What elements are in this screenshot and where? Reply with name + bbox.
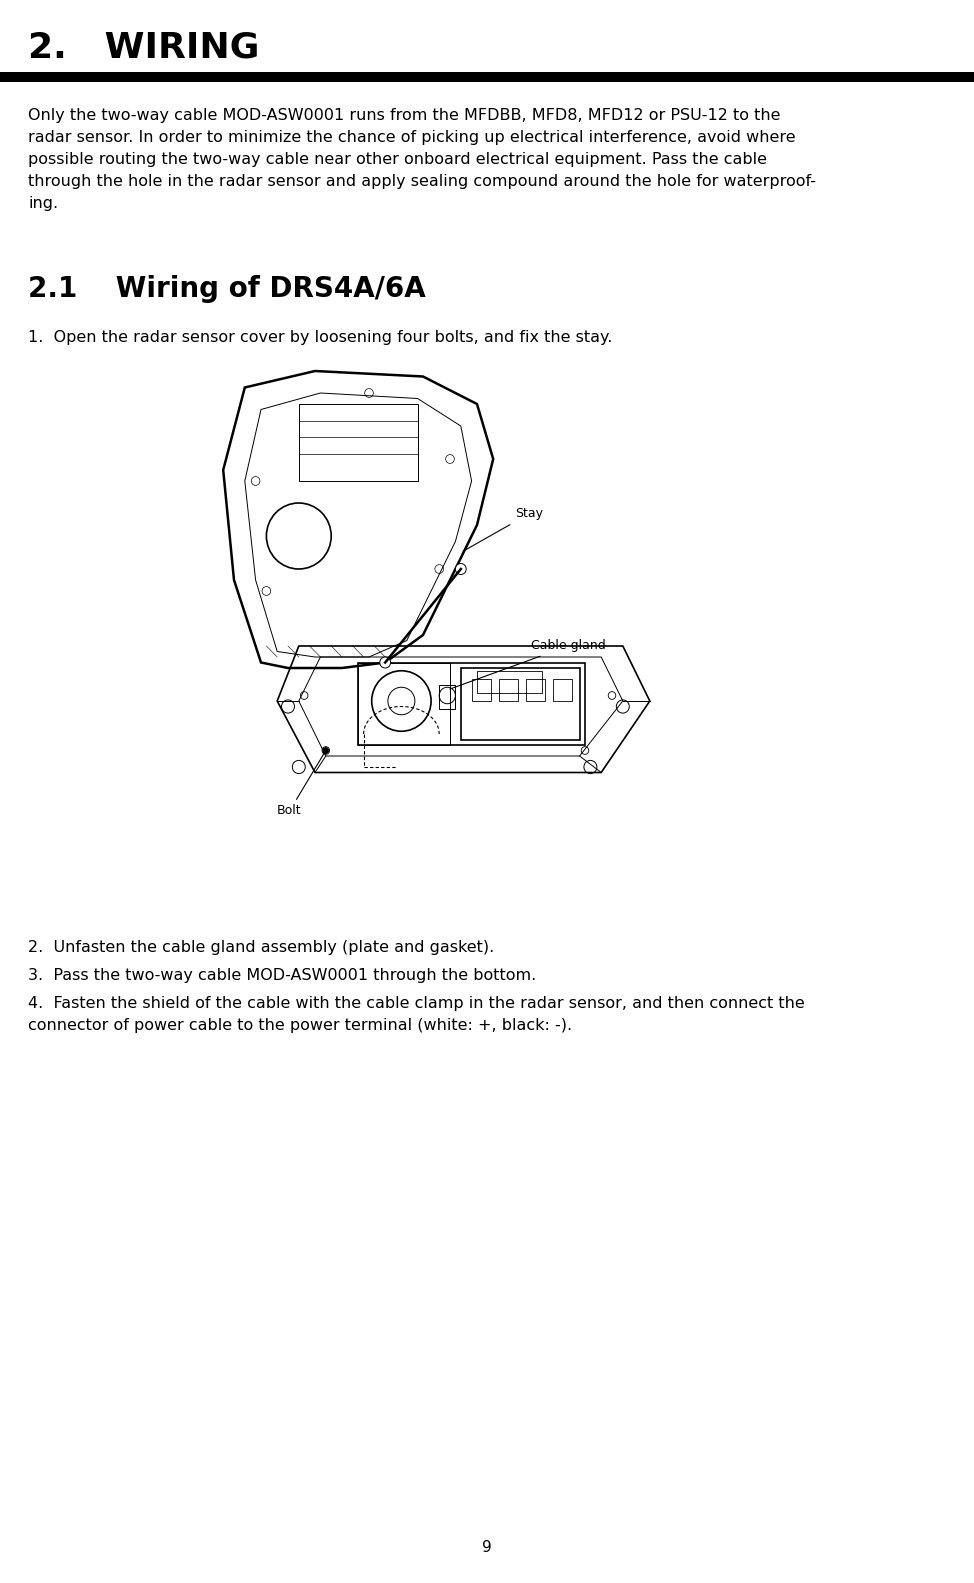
Text: 2.   WIRING: 2. WIRING	[28, 30, 259, 63]
Text: 3.  Pass the two-way cable MOD-ASW0001 through the bottom.: 3. Pass the two-way cable MOD-ASW0001 th…	[28, 967, 537, 983]
Bar	[499, 679, 517, 701]
Text: 9: 9	[482, 1540, 492, 1555]
Circle shape	[456, 564, 467, 575]
Text: 4.  Fasten the shield of the cable with the cable clamp in the radar sensor, and: 4. Fasten the shield of the cable with t…	[28, 996, 805, 1012]
Text: radar sensor. In order to minimize the chance of picking up electrical interfere: radar sensor. In order to minimize the c…	[28, 130, 796, 146]
Bar	[526, 679, 544, 701]
Text: Stay: Stay	[464, 508, 543, 551]
Bar	[471, 679, 491, 701]
Text: through the hole in the radar sensor and apply sealing compound around the hole : through the hole in the radar sensor and…	[28, 174, 816, 188]
Bar	[299, 404, 418, 481]
Bar	[439, 684, 456, 709]
Text: ing.: ing.	[28, 196, 58, 211]
Bar	[552, 679, 572, 701]
Text: Bolt: Bolt	[278, 754, 324, 817]
Text: 1.  Open the radar sensor cover by loosening four bolts, and fix the stay.: 1. Open the radar sensor cover by loosen…	[28, 329, 613, 345]
Text: connector of power cable to the power terminal (white: +, black: -).: connector of power cable to the power te…	[28, 1018, 572, 1034]
Text: Only the two-way cable MOD-ASW0001 runs from the MFDBB, MFD8, MFD12 or PSU-12 to: Only the two-way cable MOD-ASW0001 runs …	[28, 108, 780, 123]
Circle shape	[380, 657, 391, 668]
Text: possible routing the two-way cable near other onboard electrical equipment. Pass: possible routing the two-way cable near …	[28, 152, 767, 166]
FancyBboxPatch shape	[0, 71, 974, 82]
Text: Cable gland: Cable gland	[450, 640, 606, 689]
Bar	[477, 671, 542, 693]
Circle shape	[323, 747, 328, 754]
Text: 2.1    Wiring of DRS4A/6A: 2.1 Wiring of DRS4A/6A	[28, 275, 426, 302]
Text: 2.  Unfasten the cable gland assembly (plate and gasket).: 2. Unfasten the cable gland assembly (pl…	[28, 940, 494, 955]
